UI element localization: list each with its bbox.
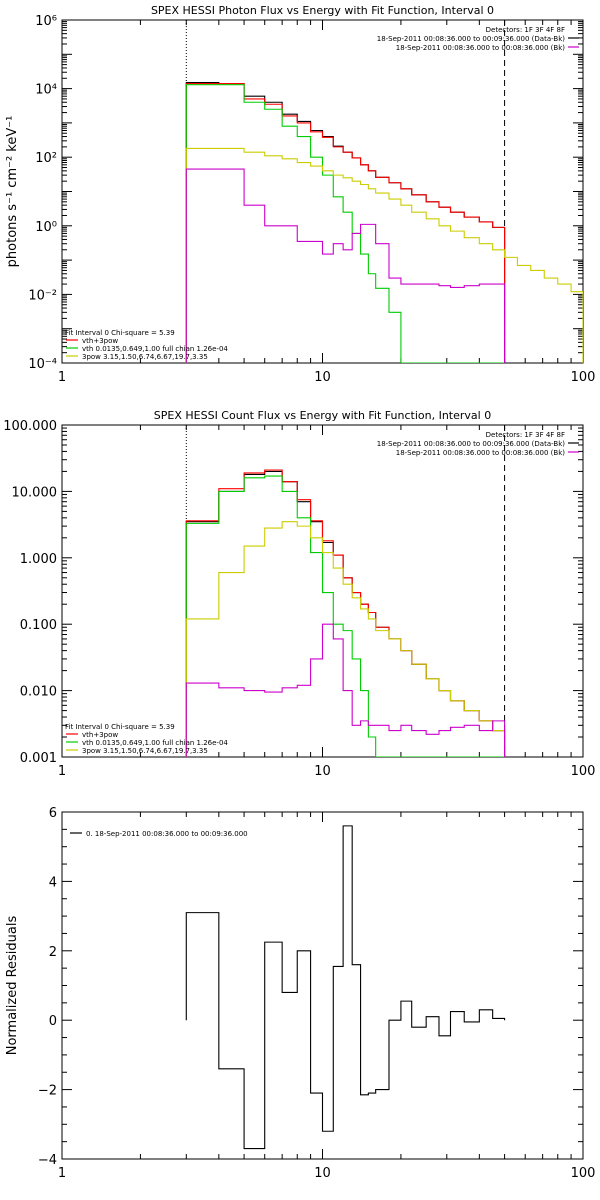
series-residuals bbox=[185, 825, 506, 1150]
legend-entry: Fit Interval 0 Chi-square = 5.39 bbox=[65, 329, 175, 337]
legend-entry: 3pow 3.15,1.50,6.74,6.67,19.7,3.35 bbox=[82, 353, 208, 361]
legend-entry: Fit Interval 0 Chi-square = 5.39 bbox=[65, 723, 175, 731]
x-tick-label: 1 bbox=[58, 764, 66, 779]
series-3pow bbox=[185, 521, 506, 757]
x-tick-label: 10 bbox=[314, 764, 331, 779]
y-tick-label: 10⁻⁴ bbox=[28, 357, 57, 372]
series-vth bbox=[185, 84, 505, 363]
legend-entry: vth+3pow bbox=[82, 337, 118, 345]
series-group bbox=[185, 82, 583, 363]
x-tick-label: 1 bbox=[58, 1166, 66, 1181]
y-tick-label: 0.010 bbox=[20, 685, 57, 700]
x-tick-label: 10 bbox=[314, 1166, 331, 1181]
series-data-bk bbox=[185, 82, 506, 363]
y-tick-label: 0 bbox=[49, 1014, 57, 1029]
chart-title: SPEX HESSI Count Flux vs Energy with Fit… bbox=[154, 409, 491, 422]
chart-panel-2: 1 10 100 −4 −2 0 2 4 6 Normalized Residuals 0. 18-… bbox=[5, 806, 595, 1181]
y-axis-label: Normalized Residuals bbox=[5, 916, 20, 1056]
y-tick-label: 4 bbox=[49, 875, 57, 890]
y-tick-label: 2 bbox=[49, 945, 57, 960]
y-tick-label: 0.001 bbox=[20, 751, 57, 766]
series-3pow bbox=[185, 147, 583, 363]
series-group bbox=[185, 825, 506, 1150]
series-bk bbox=[185, 168, 506, 363]
y-tick-label: 1.000 bbox=[20, 552, 57, 567]
y-tick-label: 6 bbox=[49, 806, 57, 821]
legend-entry: 0. 18-Sep-2011 00:08:36.000 to 00:09:36.… bbox=[86, 830, 248, 838]
y-axis-label: photons s⁻¹ cm⁻² keV⁻¹ bbox=[5, 116, 20, 268]
legend-entry: Detectors: 1F 3F 4F 8F bbox=[486, 431, 565, 439]
y-tick-label: 10⁴ bbox=[35, 83, 57, 98]
legend-entry: Detectors: 1F 3F 4F 8F bbox=[486, 26, 565, 34]
series-bk bbox=[185, 623, 506, 757]
legend-entry: 18-Sep-2011 00:08:36.000 to 00:08:36.000… bbox=[396, 44, 566, 52]
y-tick-label: 10² bbox=[35, 151, 57, 166]
series-vth bbox=[185, 475, 505, 757]
y-tick-label: −4 bbox=[38, 1153, 57, 1168]
y-tick-label: 100.000 bbox=[3, 419, 57, 434]
series-data-bk bbox=[185, 470, 506, 757]
y-tick-label: −2 bbox=[38, 1084, 57, 1099]
x-tick-label: 100 bbox=[571, 370, 596, 385]
y-tick-label: 10⁻² bbox=[28, 288, 57, 303]
series-vth-3pow bbox=[185, 469, 506, 757]
y-tick-label: 10⁰ bbox=[35, 220, 57, 235]
y-tick-label: 0.100 bbox=[20, 618, 57, 633]
legend-entry: 18-Sep-2011 00:08:36.000 to 00:08:36.000… bbox=[396, 449, 566, 457]
legend-entry: vth 0.0135,0.649,1.00 full chian 1.26e-0… bbox=[82, 345, 228, 353]
series-vth-3pow bbox=[185, 83, 506, 363]
series-group bbox=[185, 469, 506, 757]
chart-panel-1: SPEX HESSI Count Flux vs Energy with Fit… bbox=[3, 409, 595, 779]
chart-title: SPEX HESSI Photon Flux vs Energy with Fi… bbox=[151, 4, 494, 17]
chart-panel-0: SPEX HESSI Photon Flux vs Energy with Fi… bbox=[5, 4, 595, 385]
legend-entry: 18-Sep-2011 00:08:36.000 to 00:09:36.000… bbox=[377, 35, 566, 43]
y-tick-label: 10.000 bbox=[12, 485, 58, 500]
y-tick-label: 10⁶ bbox=[35, 14, 57, 29]
legend-entry: vth+3pow bbox=[82, 731, 118, 739]
legend-entry: vth 0.0135,0.649,1.00 full chian 1.26e-0… bbox=[82, 739, 228, 747]
x-tick-label: 100 bbox=[571, 1166, 596, 1181]
x-tick-label: 10 bbox=[314, 370, 331, 385]
x-tick-label: 1 bbox=[58, 370, 66, 385]
legend-entry: 3pow 3.15,1.50,6.74,6.67,19.7,3.35 bbox=[82, 747, 208, 755]
legend-entry: 18-Sep-2011 00:08:36.000 to 00:09:36.000… bbox=[377, 440, 566, 448]
x-tick-label: 100 bbox=[571, 764, 596, 779]
